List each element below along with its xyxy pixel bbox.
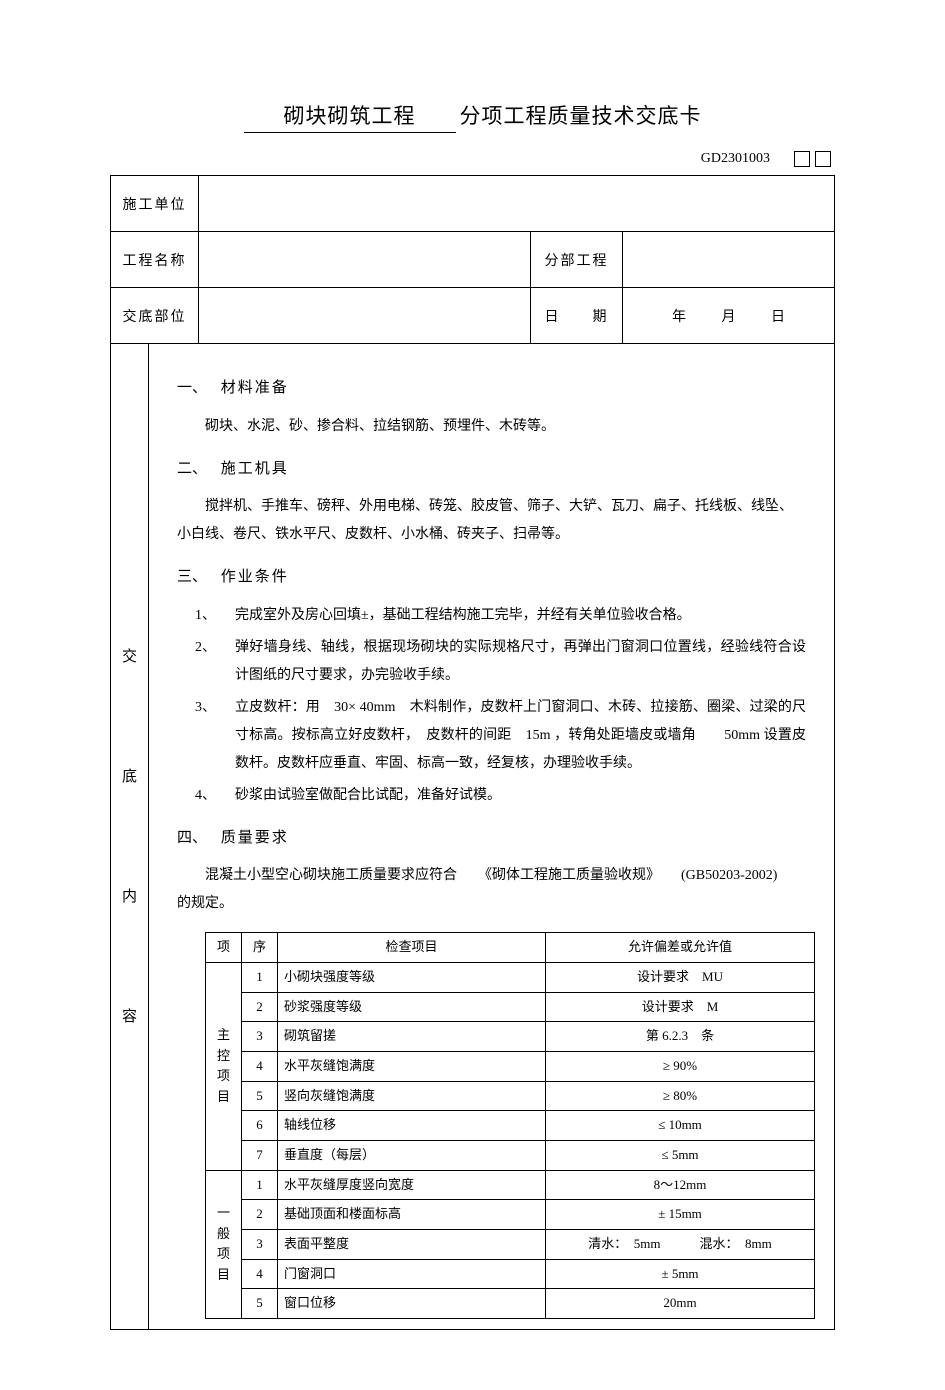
header-form-table: 施工单位 工程名称 分部工程 交底部位 日 期 年 月 日 (110, 175, 835, 344)
table-row: 2基础顶面和楼面标高± 15mm (206, 1200, 815, 1230)
section-2-title: 施工机具 (221, 461, 289, 477)
title-rest: 分项工程质量技术交底卡 (460, 100, 702, 130)
col-seq: 序 (242, 933, 278, 963)
table-row: 3表面平整度清水： 5mm 混水： 8mm (206, 1230, 815, 1260)
section-1-num: 一、 (177, 374, 217, 403)
section-2-num: 二、 (177, 455, 217, 484)
side-label-column: 交 底 内 容 (111, 344, 149, 1329)
section-1-title: 材料准备 (221, 380, 289, 396)
field-project-name (199, 232, 531, 288)
label-year: 年 (672, 310, 686, 325)
doc-code: GD2301003 (701, 151, 770, 166)
field-date: 年 月 日 (622, 288, 834, 344)
table-row: 5窗口位移20mm (206, 1289, 815, 1319)
table-row: 主控项目 1 小砌块强度等级 设计要求 MU (206, 962, 815, 992)
label-sub-project: 分部工程 (530, 232, 622, 288)
list-item: 2、弹好墙身线、轴线，根据现场砌块的实际规格尺寸，再弹出门窗洞口位置线，经验线符… (177, 634, 806, 690)
table-row: 6轴线位移≤ 10mm (206, 1111, 815, 1141)
table-row: 4门窗洞口± 5mm (206, 1259, 815, 1289)
side-char-4: 容 (112, 996, 147, 1038)
section-1-header: 一、 材料准备 (177, 374, 806, 403)
label-project-name: 工程名称 (111, 232, 199, 288)
label-date: 日 期 (530, 288, 622, 344)
field-sub-project (622, 232, 834, 288)
list-item: 4、砂浆由试验室做配合比试配，准备好试模。 (177, 782, 806, 810)
side-char-2: 底 (112, 756, 147, 798)
section-3-title: 作业条件 (221, 569, 289, 585)
section-3-list: 1、完成室外及房心回填±，基础工程结构施工完毕，并经有关单位验收合格。 2、弹好… (177, 602, 806, 810)
list-item: 1、完成室外及房心回填±，基础工程结构施工完毕，并经有关单位验收合格。 (177, 602, 806, 630)
label-day: 日 (771, 310, 785, 325)
col-item: 检查项目 (278, 933, 546, 963)
table-row: 7垂直度（每层）≤ 5mm (206, 1141, 815, 1171)
label-disclosure-part: 交底部位 (111, 288, 199, 344)
title-underlined: 砌块砌筑工程 (244, 100, 456, 133)
col-tol: 允许偏差或允许值 (546, 933, 815, 963)
table-row: 4水平灰缝饱满度≥ 90% (206, 1051, 815, 1081)
title-row: 砌块砌筑工程 分项工程质量技术交底卡 (110, 100, 835, 133)
table-row: 5竖向灰缝饱满度≥ 80% (206, 1081, 815, 1111)
main-content-table: 交 底 内 容 一、 材料准备 砌块、水泥、砂、掺合料、拉结钢筋、预埋件、木砖等… (110, 344, 835, 1330)
section-3-num: 三、 (177, 563, 217, 592)
section-1-body: 砌块、水泥、砂、掺合料、拉结钢筋、预埋件、木砖等。 (177, 413, 806, 441)
content-column: 一、 材料准备 砌块、水泥、砂、掺合料、拉结钢筋、预埋件、木砖等。 二、 施工机… (149, 344, 835, 1329)
section-2-body: 搅拌机、手推车、磅秤、外用电梯、砖笼、胶皮管、筛子、大铲、瓦刀、扁子、托线板、线… (177, 493, 806, 549)
cat-b: 一般项目 (206, 1170, 242, 1318)
page: 砌块砌筑工程 分项工程质量技术交底卡 GD2301003 施工单位 工程名称 分… (0, 0, 945, 1390)
quality-header-row: 项 序 检查项目 允许偏差或允许值 (206, 933, 815, 963)
checkbox-2 (815, 151, 831, 167)
section-4-num: 四、 (177, 824, 217, 853)
section-2-header: 二、 施工机具 (177, 455, 806, 484)
side-char-1: 交 (112, 636, 147, 678)
checkbox-1 (794, 151, 810, 167)
col-cat: 项 (206, 933, 242, 963)
doc-code-row: GD2301003 (110, 151, 835, 167)
label-month: 月 (721, 310, 735, 325)
table-row: 3砌筑留搓第 6.2.3 条 (206, 1022, 815, 1052)
section-4-intro: 混凝土小型空心砌块施工质量要求应符合 《砌体工程施工质量验收规》 (GB5020… (177, 862, 806, 918)
section-4-title: 质量要求 (221, 830, 289, 846)
side-char-3: 内 (112, 876, 147, 918)
section-4-header: 四、 质量要求 (177, 824, 806, 853)
table-row: 一般项目 1 水平灰缝厚度竖向宽度 8～12mm (206, 1170, 815, 1200)
table-row: 2砂浆强度等级设计要求 M (206, 992, 815, 1022)
section-3-header: 三、 作业条件 (177, 563, 806, 592)
list-item: 3、立皮数杆：用 30× 40mm 木料制作，皮数杆上门窗洞口、木砖、拉接筋、圈… (177, 694, 806, 778)
quality-table: 项 序 检查项目 允许偏差或允许值 主控项目 1 小砌块强度等级 设计要求 MU… (205, 932, 815, 1319)
field-construction-unit (199, 176, 835, 232)
label-construction-unit: 施工单位 (111, 176, 199, 232)
cat-a: 主控项目 (206, 962, 242, 1170)
field-disclosure-part (199, 288, 531, 344)
